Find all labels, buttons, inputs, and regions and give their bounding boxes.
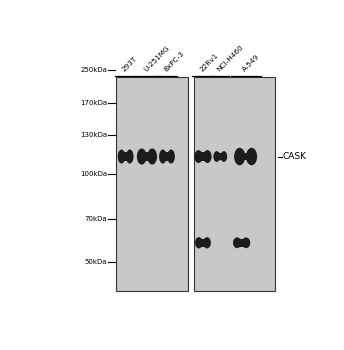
Text: BxPC-3: BxPC-3 xyxy=(163,50,185,73)
Text: 130kDa: 130kDa xyxy=(80,132,107,138)
Ellipse shape xyxy=(233,237,241,248)
Ellipse shape xyxy=(203,150,212,163)
Ellipse shape xyxy=(234,148,245,165)
Text: 170kDa: 170kDa xyxy=(80,100,107,106)
Ellipse shape xyxy=(242,237,250,248)
Bar xyxy=(163,152,171,161)
Ellipse shape xyxy=(201,239,205,247)
Ellipse shape xyxy=(218,153,223,160)
Ellipse shape xyxy=(194,150,203,163)
Text: NCI-H460: NCI-H460 xyxy=(216,44,245,73)
Text: U-251MG: U-251MG xyxy=(143,45,171,73)
Text: 293T: 293T xyxy=(121,56,139,73)
Text: 70kDa: 70kDa xyxy=(84,216,107,222)
Ellipse shape xyxy=(200,152,206,161)
Text: CASK: CASK xyxy=(282,152,307,161)
Ellipse shape xyxy=(221,151,227,162)
Bar xyxy=(199,239,207,247)
Ellipse shape xyxy=(195,237,203,248)
Ellipse shape xyxy=(126,149,133,163)
Ellipse shape xyxy=(123,152,128,161)
Bar xyxy=(217,153,224,160)
Bar xyxy=(240,153,251,160)
Ellipse shape xyxy=(203,237,211,248)
Bar xyxy=(194,77,275,291)
Text: 250kDa: 250kDa xyxy=(80,67,107,73)
Ellipse shape xyxy=(239,239,245,246)
Text: A-549: A-549 xyxy=(241,54,261,73)
Ellipse shape xyxy=(159,149,167,163)
Ellipse shape xyxy=(242,153,249,160)
Ellipse shape xyxy=(213,151,220,162)
Bar xyxy=(142,153,152,161)
Bar xyxy=(198,152,207,161)
Bar xyxy=(237,239,246,246)
Ellipse shape xyxy=(137,148,147,164)
Text: 50kDa: 50kDa xyxy=(85,259,107,265)
Ellipse shape xyxy=(164,152,170,161)
Bar xyxy=(116,77,188,291)
Text: 22Rv1: 22Rv1 xyxy=(199,52,219,73)
Ellipse shape xyxy=(167,149,175,163)
Bar xyxy=(121,152,130,161)
Ellipse shape xyxy=(246,148,257,165)
Text: 100kDa: 100kDa xyxy=(80,171,107,177)
Ellipse shape xyxy=(147,148,157,164)
Ellipse shape xyxy=(144,153,150,161)
Ellipse shape xyxy=(118,149,125,163)
